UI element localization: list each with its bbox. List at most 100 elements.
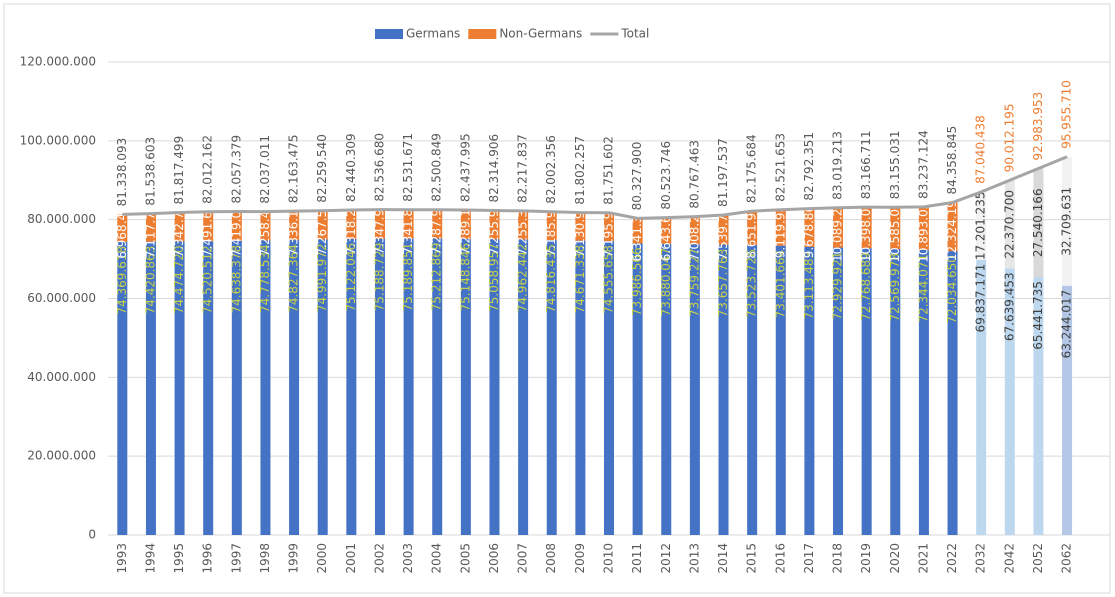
value-label-total: 81.751.602 xyxy=(602,136,616,205)
bar-germans xyxy=(661,243,672,535)
value-label-total: 92.983.953 xyxy=(1031,92,1045,161)
x-tick-label: 2002 xyxy=(372,543,386,574)
bar-germans xyxy=(747,245,758,536)
x-tick-label: 2000 xyxy=(315,543,329,574)
bar-germans xyxy=(145,241,156,535)
bar-germans xyxy=(518,239,529,535)
value-label-total: 84.358.845 xyxy=(945,126,959,195)
bar-germans xyxy=(1033,277,1044,535)
value-label-total: 82.792.351 xyxy=(802,132,816,201)
x-tick-label: 2011 xyxy=(630,543,644,574)
value-label-total: 82.012.162 xyxy=(201,135,215,204)
x-tick-label: 2001 xyxy=(344,543,358,574)
bar-germans xyxy=(174,241,185,535)
bar-germans xyxy=(231,240,242,535)
value-label-total: 82.440.309 xyxy=(344,133,358,202)
x-tick-label: 1999 xyxy=(287,543,301,574)
bar-non-germans xyxy=(546,211,557,241)
value-label-non-germans: 10.893.053 xyxy=(916,194,930,263)
x-tick-label: 2018 xyxy=(831,543,845,574)
bar-germans xyxy=(117,241,128,536)
bar-non-germans xyxy=(231,211,242,241)
bar-germans xyxy=(260,240,271,536)
x-tick-label: 2006 xyxy=(487,543,501,574)
bar-germans xyxy=(1062,285,1073,535)
value-label-germans: 67.639.453 xyxy=(1002,272,1016,341)
x-tick-label: 2015 xyxy=(745,543,759,574)
legend-swatch xyxy=(375,29,403,39)
value-label-non-germans: 6.643.699 xyxy=(659,200,673,261)
bar-non-germans xyxy=(346,210,357,239)
x-tick-label: 2062 xyxy=(1060,543,1074,574)
value-label-germans: 74.520.512 xyxy=(201,245,215,314)
x-tick-label: 2010 xyxy=(602,543,616,574)
value-label-germans: 75.212.869 xyxy=(430,243,444,312)
y-tick-label: 40.000.000 xyxy=(27,370,96,384)
value-label-germans: 72.569.978 xyxy=(888,253,902,322)
bar-non-germans xyxy=(947,202,958,252)
bar-non-germans xyxy=(403,209,414,239)
bar-non-germans xyxy=(374,209,385,239)
bar-non-germans xyxy=(718,214,729,245)
x-tick-label: 2004 xyxy=(430,543,444,574)
x-tick-label: 2021 xyxy=(916,543,930,574)
y-tick-label: 0 xyxy=(88,528,96,542)
value-label-germans: 65.441.735 xyxy=(1031,281,1045,350)
bar-non-germans xyxy=(145,213,156,242)
value-label-total: 80.523.746 xyxy=(659,141,673,210)
value-label-germans: 73.401.664 xyxy=(773,250,787,319)
bar-non-germans xyxy=(460,210,471,239)
value-label-non-germans: 7.342.779 xyxy=(172,196,186,257)
value-label-germans: 69.837.171 xyxy=(974,264,988,333)
x-tick-label: 2009 xyxy=(573,543,587,574)
x-tick-label: 2013 xyxy=(687,543,701,574)
value-label-germans: 72.929.921 xyxy=(831,252,845,321)
bar-germans xyxy=(346,238,357,536)
bar-germans xyxy=(632,243,643,535)
bar-non-germans xyxy=(432,209,443,239)
value-label-total: 87.040.438 xyxy=(974,115,988,184)
value-label-germans: 73.657.763 xyxy=(716,249,730,318)
value-label-total: 80.767.463 xyxy=(687,140,701,209)
bar-non-germans xyxy=(632,218,643,244)
value-label-total: 82.037.011 xyxy=(258,135,272,204)
value-label-germans: 74.474.720 xyxy=(172,245,186,314)
x-tick-label: 2017 xyxy=(802,543,816,574)
x-tick-label: 1995 xyxy=(172,543,186,574)
value-label-non-germans: 7.491.650 xyxy=(201,196,215,257)
value-label-non-germans: 10.585.053 xyxy=(888,194,902,263)
value-label-non-germans: 32.709.631 xyxy=(1060,187,1074,256)
value-label-non-germans: 7.539.774 xyxy=(716,199,730,260)
value-label-non-germans: 8.651.958 xyxy=(745,198,759,259)
value-label-total: 82.163.475 xyxy=(287,134,301,203)
value-label-non-germans: 10.398.022 xyxy=(859,193,873,262)
value-label-germans: 74.816.435 xyxy=(544,244,558,313)
value-label-germans: 75.148.846 xyxy=(458,243,472,312)
value-label-germans: 73.880.047 xyxy=(659,248,673,317)
value-label-total: 83.237.124 xyxy=(916,130,930,199)
value-label-non-germans: 6.341.394 xyxy=(630,200,644,261)
value-label-germans: 75.122.046 xyxy=(344,243,358,312)
value-label-germans: 75.189.851 xyxy=(401,243,415,312)
x-tick-label: 2016 xyxy=(773,543,787,574)
x-tick-label: 1998 xyxy=(258,543,272,574)
bar-germans xyxy=(575,240,586,535)
value-label-total: 82.521.653 xyxy=(773,133,787,202)
value-label-germans: 74.420.863 xyxy=(143,246,157,315)
value-label-non-germans: 7.341.820 xyxy=(401,194,415,255)
legend-label: Non-Germans xyxy=(499,27,582,41)
bar-non-germans xyxy=(1062,156,1073,286)
bar-non-germans xyxy=(804,208,815,247)
bar-non-germans xyxy=(604,212,614,242)
bar-non-germans xyxy=(289,211,300,241)
value-label-germans: 75.188.729 xyxy=(372,243,386,312)
bar-germans xyxy=(918,249,929,535)
y-tick-label: 80.000.000 xyxy=(27,212,96,226)
value-label-non-germans: 9.119.989 xyxy=(773,197,787,258)
bar-non-germans xyxy=(1033,168,1044,278)
bar-non-germans xyxy=(575,212,586,241)
bar-germans xyxy=(804,246,815,535)
value-label-germans: 74.671.338 xyxy=(573,245,587,314)
value-label-total: 82.057.379 xyxy=(229,135,243,204)
value-label-germans: 72.034.650 xyxy=(945,255,959,324)
